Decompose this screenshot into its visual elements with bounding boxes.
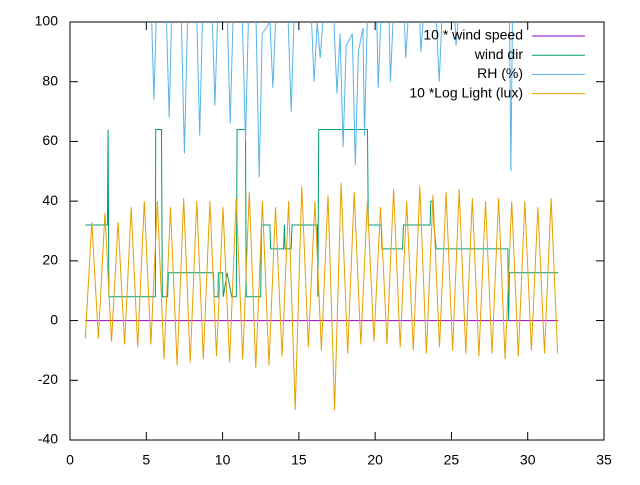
y-tick-label: -40	[38, 431, 58, 447]
x-tick-label: 10	[215, 452, 231, 468]
plot-border	[69, 21, 605, 441]
series-line	[151, 22, 513, 178]
legend-label: 10 *Log Light (lux)	[409, 84, 523, 100]
legend-label: wind dir	[474, 46, 524, 62]
x-tick-label: 20	[367, 452, 383, 468]
x-tick-label: 0	[66, 452, 74, 468]
plot-area	[84, 22, 559, 411]
y-tick-label: 0	[50, 311, 58, 327]
y-tick-label: 20	[42, 252, 58, 268]
series-line	[84, 183, 559, 411]
y-tick-label: 100	[35, 13, 59, 29]
y-tick-label: 60	[42, 132, 58, 148]
x-tick-label: 5	[142, 452, 150, 468]
y-tick-label: 80	[42, 72, 58, 88]
series-line	[85, 129, 559, 321]
x-tick-label: 35	[596, 452, 612, 468]
legend-label: 10 * wind speed	[423, 27, 523, 43]
y-tick-label: 40	[42, 192, 58, 208]
x-tick-label: 30	[520, 452, 536, 468]
x-tick-label: 25	[444, 452, 460, 468]
y-tick-label: -20	[38, 371, 58, 387]
x-tick-label: 15	[291, 452, 307, 468]
legend-label: RH (%)	[477, 65, 523, 81]
